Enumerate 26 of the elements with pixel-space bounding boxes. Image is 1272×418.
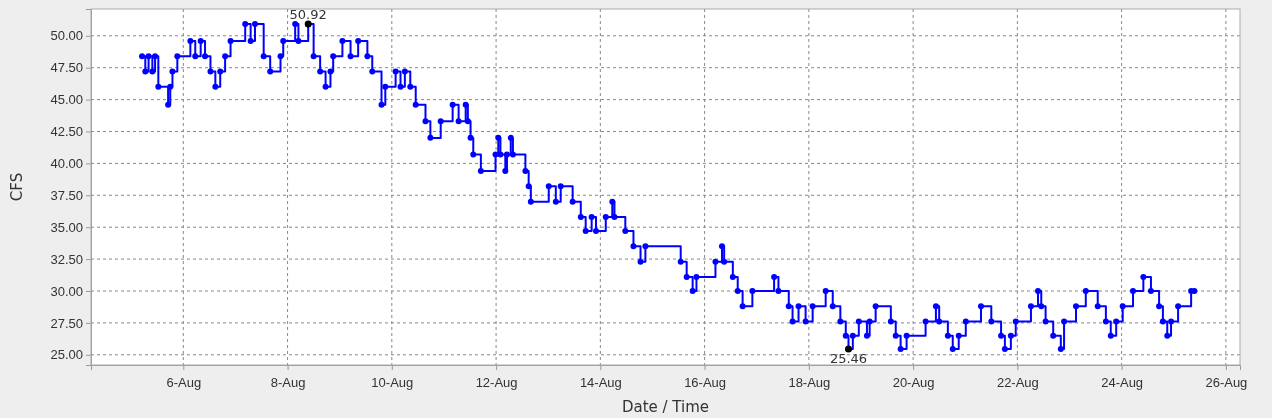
- x-axis-title: Date / Time: [621, 398, 710, 416]
- x-tick-label: 22-Aug: [996, 375, 1039, 391]
- x-tick-label: 16-Aug: [684, 375, 727, 391]
- y-tick-label: 40.00: [50, 156, 83, 172]
- y-tick-label: 50.00: [50, 28, 83, 44]
- x-tick-label: 6-Aug: [166, 375, 202, 391]
- y-tick-label: 47.50: [50, 60, 83, 76]
- x-tick-label: 24-Aug: [1101, 375, 1144, 391]
- x-tick-label: 10-Aug: [371, 375, 414, 391]
- x-tick-label: 26-Aug: [1205, 375, 1248, 391]
- x-tick-label: 18-Aug: [788, 375, 831, 391]
- x-tick-label: 8-Aug: [270, 375, 306, 391]
- y-tick-label: 27.50: [50, 315, 83, 331]
- y-tick-label: 45.00: [50, 92, 83, 108]
- y-tick-label: 25.00: [50, 347, 83, 363]
- y-tick-label: 35.00: [50, 219, 83, 235]
- x-tick-label: 12-Aug: [475, 375, 518, 391]
- annotation: 25.46: [829, 350, 868, 366]
- y-tick-label: 32.50: [50, 251, 83, 267]
- x-tick-label: 14-Aug: [579, 375, 622, 391]
- y-axis-title: CFS: [8, 172, 26, 202]
- annotation: 50.92: [289, 7, 327, 23]
- y-tick-label: 42.50: [50, 124, 83, 140]
- x-tick-label: 20-Aug: [892, 375, 935, 391]
- y-tick-label: 37.50: [50, 187, 83, 203]
- y-tick-label: 30.00: [50, 283, 83, 299]
